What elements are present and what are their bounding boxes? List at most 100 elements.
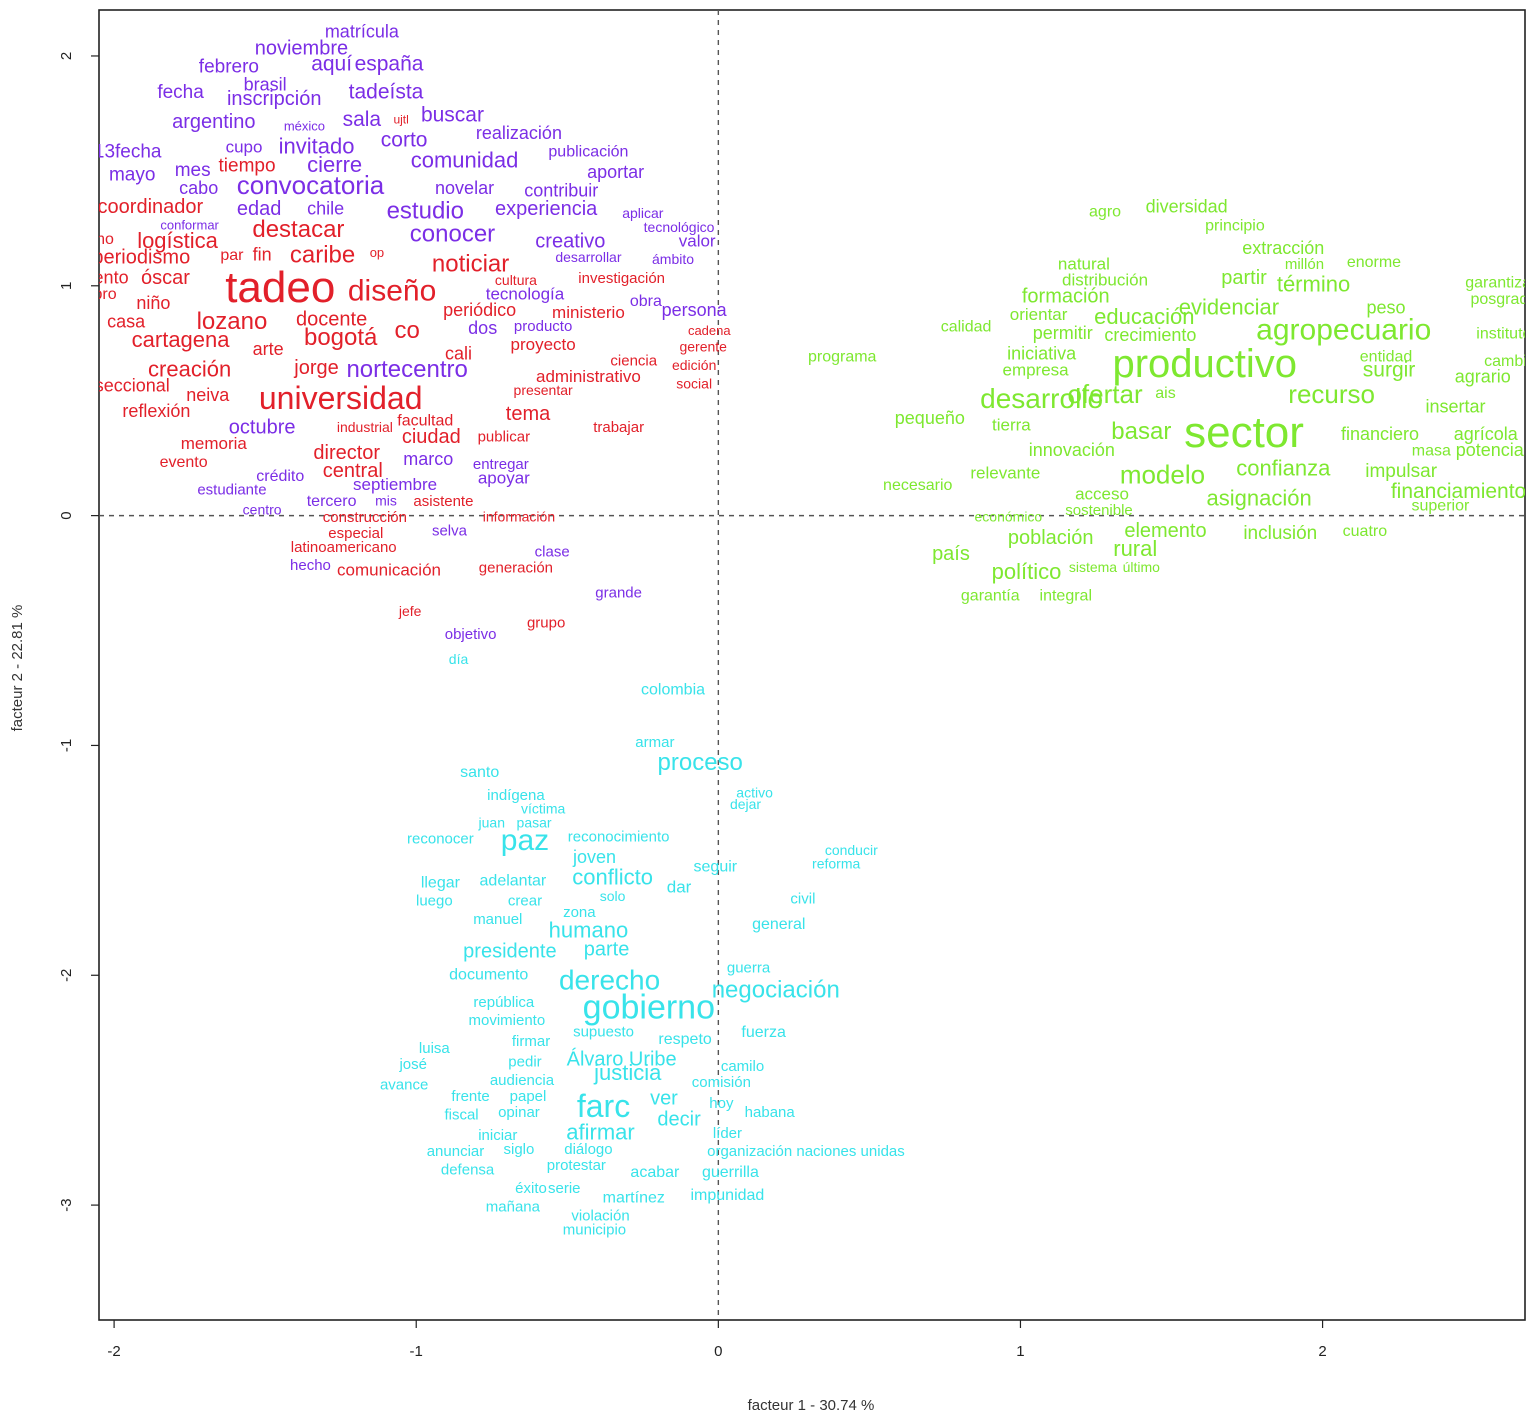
- word-point: persona: [662, 300, 728, 320]
- word-point: administrativo: [536, 367, 641, 386]
- word-point: paz: [501, 824, 549, 857]
- word-point: humano: [549, 917, 629, 942]
- word-point: selva: [432, 523, 468, 540]
- word-point: marco: [403, 449, 453, 469]
- word-point: calidad: [941, 318, 992, 335]
- word-point: serie: [548, 1180, 581, 1197]
- word-point: desarrollar: [555, 249, 621, 265]
- word-point: derecho: [559, 965, 660, 996]
- word-point: garantizar: [1465, 275, 1535, 292]
- word-point: líder: [713, 1125, 742, 1142]
- word-point: agropecuario: [1256, 314, 1431, 347]
- word-point: cabo: [179, 178, 218, 198]
- word-point: seccional: [95, 376, 170, 396]
- word-point: matrícula: [325, 22, 400, 42]
- word-point: noviembre: [255, 37, 348, 59]
- word-point: conformar: [160, 217, 219, 232]
- axes-group: -2 -1 0 1 2 2 1 0 -1 -2 -3: [58, 52, 1327, 1360]
- word-point: destacar: [252, 216, 344, 243]
- word-point: niño: [136, 293, 170, 313]
- word-point: publicación: [548, 144, 628, 161]
- word-point: sector: [1184, 408, 1304, 457]
- word-point: luego: [416, 893, 453, 910]
- word-point: posgrado: [1470, 291, 1535, 308]
- word-point: protestar: [547, 1157, 606, 1174]
- word-point: respeto: [658, 1031, 711, 1048]
- word-point: población: [1008, 527, 1094, 549]
- word-point: parte: [584, 938, 630, 960]
- word-point: dejar: [730, 796, 761, 812]
- word-point: firmar: [512, 1033, 550, 1050]
- word-point: tercero: [307, 493, 357, 510]
- word-point: tadeísta: [349, 80, 424, 103]
- word-point: reforma: [812, 856, 860, 872]
- word-point: república: [473, 994, 535, 1011]
- word-point: ver: [650, 1088, 678, 1110]
- word-point: adelantar: [480, 872, 547, 889]
- word-point: creativo: [535, 230, 605, 252]
- word-point: enorme: [1347, 254, 1401, 271]
- word-point: diálogo: [564, 1141, 612, 1158]
- word-point: formación: [1022, 286, 1110, 308]
- word-point: producto: [514, 318, 572, 335]
- word-point: méxico: [284, 119, 325, 134]
- word-point: información: [483, 509, 555, 525]
- word-point: hoy: [709, 1095, 734, 1112]
- word-point: aplicar: [622, 205, 664, 221]
- x-tick-label: -2: [107, 1343, 120, 1360]
- word-point: educación: [1094, 304, 1194, 329]
- word-point: docente: [296, 309, 367, 331]
- word-point: documento: [449, 966, 528, 983]
- word-point: realización: [476, 123, 562, 143]
- word-point: invitado: [279, 134, 355, 159]
- word-point: no: [96, 231, 114, 248]
- word-point: éxito: [515, 1180, 547, 1197]
- word-point: jefe: [398, 603, 422, 619]
- word-point: especial: [328, 525, 383, 542]
- word-point: rural: [1113, 536, 1157, 561]
- word-point: conducir: [825, 842, 878, 858]
- word-point: diversidad: [1146, 196, 1228, 216]
- word-point: colombia: [641, 681, 705, 698]
- word-group-purple: convocatoriaestudioconocernortecentrocom…: [99, 22, 728, 643]
- word-point: afirmar: [566, 1120, 634, 1145]
- word-point: luisa: [419, 1040, 451, 1057]
- word-point: mis: [375, 493, 397, 509]
- word-point: gobierno: [583, 989, 715, 1027]
- word-point: generación: [479, 559, 553, 576]
- x-tick-label: 1: [1016, 1343, 1024, 1360]
- word-point: natural: [1058, 255, 1110, 274]
- word-point: dar: [667, 877, 692, 896]
- word-point: pro: [93, 286, 116, 303]
- word-point: orientar: [1010, 305, 1068, 324]
- word-point: peso: [1367, 298, 1406, 318]
- word-point: experiencia: [495, 198, 598, 220]
- word-point: frente: [451, 1088, 489, 1105]
- word-point: distribución: [1062, 271, 1148, 290]
- word-point: octubre: [229, 417, 296, 439]
- word-point: asistente: [413, 493, 473, 510]
- word-point: cupo: [226, 137, 263, 156]
- word-point: programa: [808, 348, 877, 365]
- word-point: país: [932, 543, 970, 565]
- word-point: pasar: [517, 814, 552, 830]
- x-tick-label: 0: [714, 1343, 722, 1360]
- word-point: pedir: [508, 1054, 541, 1071]
- word-point: confianza: [1236, 455, 1331, 480]
- word-point: joven: [572, 847, 616, 867]
- word-point: millón: [1285, 256, 1324, 273]
- word-point: día: [449, 651, 469, 667]
- word-point: camilo: [721, 1058, 764, 1075]
- word-point: productivo: [1112, 342, 1297, 386]
- word-point: logística: [137, 228, 218, 253]
- word-point: neiva: [186, 385, 230, 405]
- word-point: impunidad: [690, 1187, 764, 1204]
- word-point: permitir: [1033, 323, 1093, 343]
- word-point: lozano: [197, 308, 268, 335]
- word-point: entidad: [1360, 348, 1413, 365]
- word-point: garantía: [961, 587, 1020, 604]
- word-point: crear: [508, 893, 542, 910]
